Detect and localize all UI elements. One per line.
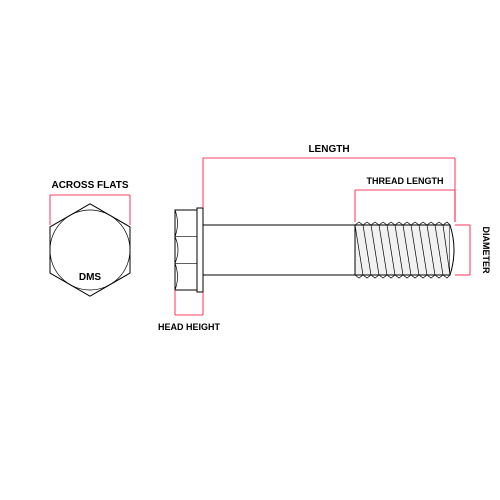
- label-dms: DMS: [79, 272, 102, 283]
- dim-head-height: [175, 290, 203, 315]
- label-head-height: HEAD HEIGHT: [158, 322, 221, 332]
- dim-thread-length: [355, 190, 455, 222]
- label-length: LENGTH: [308, 144, 349, 155]
- bolt-side-view: [175, 208, 454, 292]
- dim-diameter: [455, 225, 470, 275]
- bolt-diagram: ACROSS FLATS DMS: [0, 0, 500, 500]
- label-across-flats: ACROSS FLATS: [51, 180, 128, 191]
- label-thread-length: THREAD LENGTH: [367, 176, 444, 186]
- label-diameter: DIAMETER: [481, 227, 491, 275]
